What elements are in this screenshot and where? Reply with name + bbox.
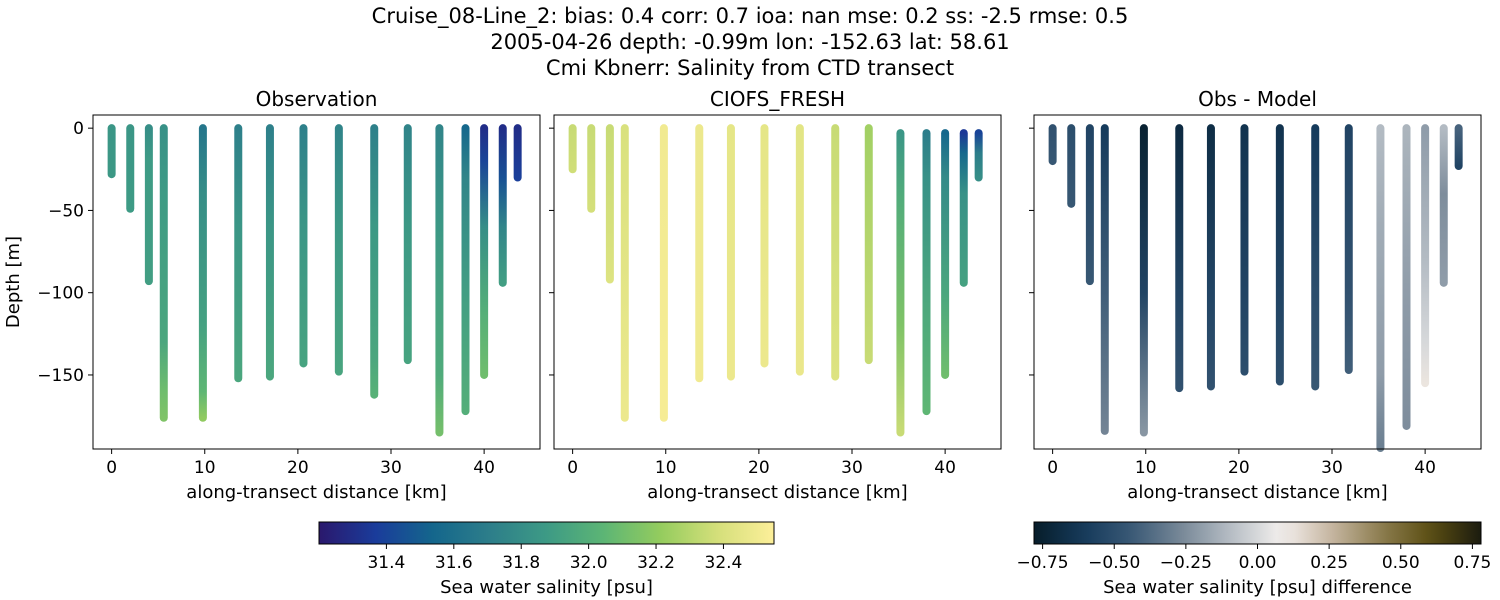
panel-ciofs-fresh-title: CIOFS_FRESH xyxy=(710,87,845,111)
x-tick-label: 0 xyxy=(567,458,578,478)
x-tick-label: 10 xyxy=(655,458,677,478)
x-tick-label: 0 xyxy=(1047,458,1058,478)
panel-obs-minus-model-frame xyxy=(1033,114,1482,450)
colorbar-tick-label: 32.2 xyxy=(637,553,675,573)
colorbar-difference-bar xyxy=(1033,521,1482,545)
colorbar-salinity-label: Sea water salinity [psu] xyxy=(440,577,653,598)
y-tick-label: −100 xyxy=(37,284,84,304)
colorbar-tick-label: 31.4 xyxy=(367,553,405,573)
x-tick-label: 30 xyxy=(380,458,402,478)
panel-ciofs-fresh: CIOFS_FRESH along-transect distance [km]… xyxy=(549,87,1002,503)
colorbar-salinity: 31.4 31.6 31.8 32.0 32.2 32.4 Sea water salin… xyxy=(318,521,775,598)
x-tick-label: 40 xyxy=(934,458,956,478)
colorbar-tick-label: 0.00 xyxy=(1239,553,1277,573)
panel-observation-marks xyxy=(107,124,522,437)
colorbar-tick-label: −0.25 xyxy=(1160,553,1212,573)
panel-observation-ylabel: Depth [m] xyxy=(3,236,24,328)
x-tick-label: 20 xyxy=(287,458,309,478)
colorbar-tick-label: 31.6 xyxy=(435,553,473,573)
x-tick-label: 20 xyxy=(1228,458,1250,478)
panel-obs-minus-model-title: Obs - Model xyxy=(1198,87,1317,111)
panel-obs-minus-model-marks xyxy=(1048,124,1463,452)
colorbar-tick-label: 31.8 xyxy=(502,553,540,573)
y-tick-label: −50 xyxy=(48,201,84,221)
x-tick-label: 10 xyxy=(194,458,216,478)
panel-obs-minus-model-xlabel: along-transect distance [km] xyxy=(1127,482,1387,503)
x-tick-label: 40 xyxy=(1414,458,1436,478)
figure-title-line-3: Cmi Kbnerr: Salinity from CTD transect xyxy=(545,56,955,80)
panel-observation-yticks: 0 −50 −100 −150 xyxy=(37,119,93,386)
x-tick-label: 30 xyxy=(1321,458,1343,478)
panel-obs-minus-model: Obs - Model along-transect distance [km]… xyxy=(1029,87,1482,503)
panel-ciofs-fresh-marks xyxy=(568,124,983,437)
panel-observation: Observation along-transect distance [km]… xyxy=(3,87,541,503)
colorbar-tick-label: −0.50 xyxy=(1088,553,1140,573)
panel-observation-xlabel: along-transect distance [km] xyxy=(186,482,446,503)
x-tick-label: 30 xyxy=(841,458,863,478)
figure-title-line-2: 2005-04-26 depth: -0.99m lon: -152.63 la… xyxy=(490,30,1010,54)
y-tick-label: −150 xyxy=(37,366,84,386)
x-tick-label: 40 xyxy=(473,458,495,478)
colorbar-tick-label: 32.0 xyxy=(570,553,608,573)
panel-observation-frame xyxy=(92,114,541,450)
colorbar-tick-label: 0.50 xyxy=(1382,553,1420,573)
panel-observation-xticks: 0 10 20 30 40 xyxy=(106,449,495,478)
panel-ciofs-fresh-xlabel: along-transect distance [km] xyxy=(647,482,907,503)
figure-title-line-1: Cruise_08-Line_2: bias: 0.4 corr: 0.7 io… xyxy=(371,4,1129,28)
colorbar-tick-label: −0.75 xyxy=(1017,553,1069,573)
colorbar-difference: −0.75 −0.50 −0.25 0.00 0.25 0.50 0.75 Sea wate… xyxy=(1017,521,1491,598)
x-tick-label: 0 xyxy=(106,458,117,478)
colorbar-salinity-ticks: 31.4 31.6 31.8 32.0 32.2 32.4 xyxy=(367,544,742,573)
panel-obs-minus-model-yticks xyxy=(1029,127,1034,376)
colorbar-salinity-bar xyxy=(318,521,775,545)
panel-ciofs-fresh-yticks xyxy=(549,127,554,376)
colorbar-tick-label: 0.75 xyxy=(1453,553,1491,573)
panel-ciofs-fresh-xticks: 0 10 20 30 40 xyxy=(567,449,956,478)
x-tick-label: 20 xyxy=(748,458,770,478)
panel-ciofs-fresh-frame xyxy=(553,114,1002,450)
colorbar-tick-label: 32.4 xyxy=(705,553,743,573)
y-tick-label: 0 xyxy=(73,119,84,139)
panel-obs-minus-model-xticks: 0 10 20 30 40 xyxy=(1047,449,1436,478)
colorbar-difference-ticks: −0.75 −0.50 −0.25 0.00 0.25 0.50 0.75 xyxy=(1017,544,1491,573)
x-tick-label: 10 xyxy=(1135,458,1157,478)
colorbar-difference-label: Sea water salinity [psu] difference xyxy=(1103,577,1412,598)
panel-observation-title: Observation xyxy=(256,87,378,111)
colorbar-tick-label: 0.25 xyxy=(1310,553,1348,573)
